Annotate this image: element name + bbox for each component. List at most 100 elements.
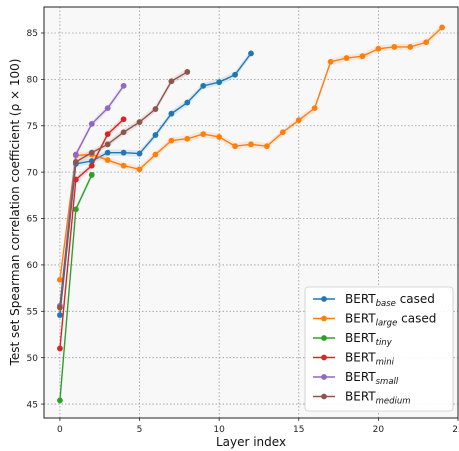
legend-label: BERTlarge cased [345,312,436,329]
data-point-base [248,50,254,57]
data-point-large [343,55,350,61]
y-tick-label: 80 [27,76,39,86]
data-point-large [279,129,286,136]
data-point-small [104,105,111,112]
legend-entry-tiny: BERTtiny [313,331,393,348]
axis-ticks: 0 5 10 15 20 25 45 50 55 60 65 70 75 80 85 [27,29,459,435]
data-point-large [248,141,254,148]
x-tick-label: 25 [452,425,459,435]
data-point-large [184,135,191,142]
data-point-medium [136,119,143,125]
data-point-large [168,137,175,144]
data-point-large [375,45,382,52]
legend-entry-small: BERTsmall [313,370,399,387]
data-point-tiny [88,172,95,178]
data-point-mini [88,162,95,169]
data-point-medium [152,106,159,112]
legend-box [304,286,454,412]
y-tick-label: 65 [27,215,38,225]
data-point-large [216,133,223,140]
y-tick-label: 85 [27,29,38,39]
plot-frame [43,6,459,419]
data-point-tiny [72,206,79,213]
legend-marker [321,374,327,380]
data-point-large [423,39,430,46]
y-tick-label: 60 [27,261,39,271]
data-point-large [200,131,207,138]
series-band-large [59,24,443,284]
legend-label: BERTsmall [345,370,399,387]
data-point-mini [104,131,111,138]
data-point-base [168,110,175,117]
series-medium [57,69,191,311]
legend-entry-large: BERTlarge cased [313,312,436,329]
data-point-tiny [57,397,63,404]
series-mini [57,116,127,352]
x-tick-label: 10 [213,425,225,435]
grid-lines [44,7,459,418]
data-point-large [439,24,445,31]
series-tiny [57,172,95,404]
data-point-medium [57,304,63,311]
legend-entry-base: BERTbase cased [313,292,435,309]
data-point-base [200,82,207,89]
legend-label: BERTmini [345,351,395,368]
data-point-mini [120,116,127,123]
data-point-medium [104,141,111,148]
data-point-large [407,43,414,50]
y-tick-label: 50 [27,354,39,364]
data-point-medium [72,159,79,165]
data-point-base [136,150,143,157]
data-point-base [232,71,238,78]
data-point-large [311,105,318,112]
y-tick-label: 45 [27,400,38,410]
data-point-medium [120,129,127,136]
y-tick-label: 75 [27,122,38,132]
legend-label: BERTtiny [345,331,393,348]
data-point-small [120,82,127,89]
data-point-large [57,276,63,283]
data-point-small [72,151,79,158]
data-point-medium [168,78,175,85]
data-point-base [184,99,191,106]
y-axis-label: Test set Spearman correlation coefficien… [8,59,22,367]
legend-entry-medium: BERTmedium [313,390,411,407]
data-point-large [232,143,238,150]
legend: BERTbase cased BERTlarge cased BERTtiny BER… [304,286,454,412]
data-point-large [104,157,111,163]
data-point-large [391,43,398,50]
legend-marker [321,393,327,400]
series-base [57,50,254,318]
data-point-large [359,53,366,60]
legend-label: BERTbase cased [345,292,435,309]
legend-marker [321,335,327,341]
y-tick-label: 70 [27,168,39,178]
data-point-base [216,79,223,86]
legend-marker [321,296,327,302]
legend-entry-mini: BERTmini [313,351,395,368]
data-point-large [136,166,143,173]
data-point-base [120,149,127,156]
data-point-base [57,312,63,318]
data-point-medium [184,69,191,75]
data-point-large [120,162,127,169]
data-point-base [152,132,159,138]
x-tick-label: 5 [137,425,143,435]
x-tick-label: 15 [293,425,304,435]
data-point-base [104,149,111,156]
data-point-mini [57,345,63,352]
series-layer [57,24,445,404]
x-axis-label: Layer index [216,435,286,449]
data-point-small [88,120,95,127]
legend-marker [321,315,327,322]
data-point-large [327,58,334,65]
data-point-medium [88,149,95,156]
x-tick-label: 0 [57,425,63,435]
series-large [57,24,445,283]
x-tick-label: 20 [373,425,385,435]
legend-marker [321,354,327,361]
legend-label: BERTmedium [345,390,411,407]
y-tick-label: 55 [27,308,38,318]
data-point-large [152,151,159,158]
